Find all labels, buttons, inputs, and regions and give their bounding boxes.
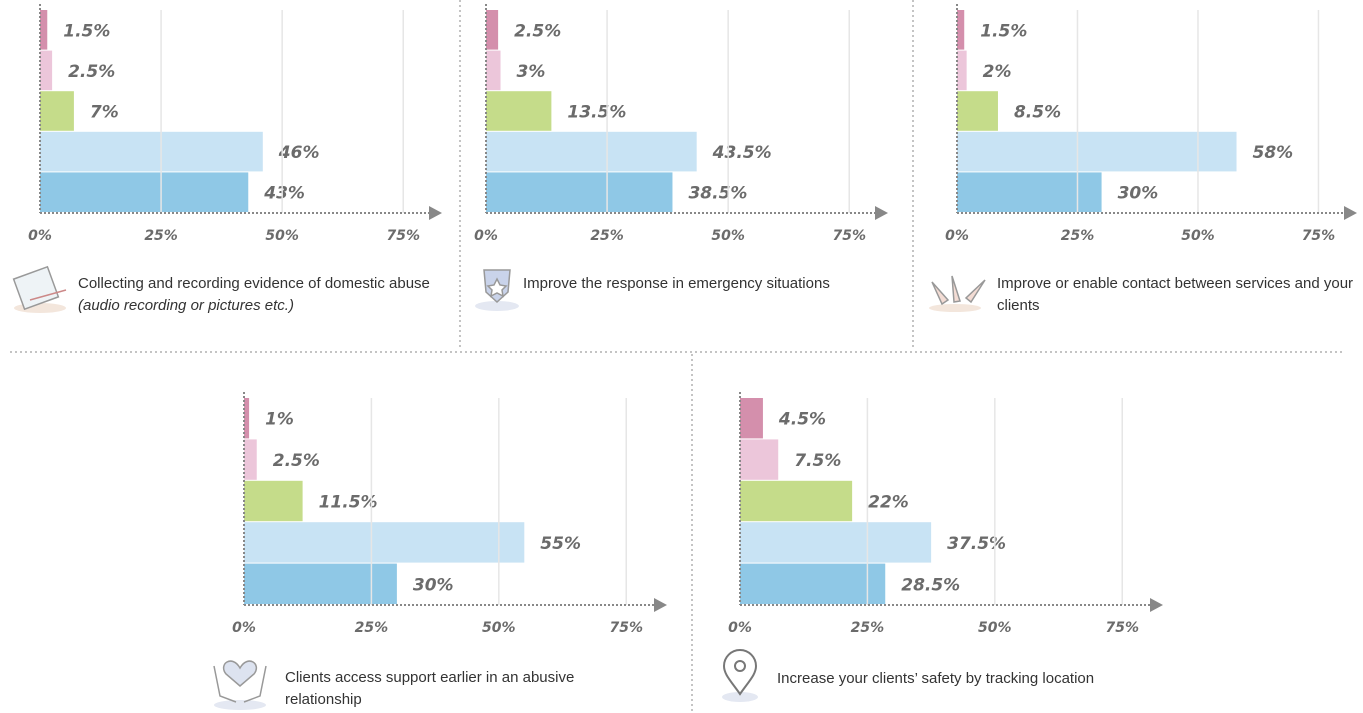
bar (740, 480, 853, 522)
x-tick-label: 75% (1302, 228, 1336, 244)
x-tick-label: 50% (978, 620, 1012, 636)
bar (244, 563, 397, 604)
caption-title: Collecting and recording evidence of dom… (78, 275, 430, 292)
axis-arrow (429, 206, 442, 220)
bar (244, 522, 525, 563)
value-label: 1.5% (980, 21, 1027, 41)
x-tick-label: 75% (1105, 620, 1139, 636)
value-label: 43.5% (712, 143, 772, 163)
x-tick-label: 25% (851, 620, 885, 636)
bar (486, 172, 673, 212)
caption-title: Improve the response in emergency situat… (523, 275, 830, 292)
bar (486, 50, 501, 91)
bar (957, 10, 965, 50)
bar (486, 10, 499, 50)
value-label: 2.5% (273, 451, 320, 471)
value-label: 2.5% (514, 21, 561, 41)
value-label: 4.5% (778, 410, 826, 430)
value-label: 3% (517, 62, 546, 82)
dividers (10, 0, 1345, 713)
icon (722, 649, 758, 702)
x-tick-label: 0% (28, 228, 52, 244)
caption-title: Increase your clients’ safety by trackin… (777, 670, 1095, 687)
bar (957, 91, 998, 131)
caption: Increase your clients’ safety by trackin… (777, 668, 1177, 690)
bar (740, 522, 932, 563)
caption: Collecting and recording evidence of dom… (78, 273, 458, 317)
x-tick-label: 50% (482, 620, 516, 636)
bar (740, 398, 763, 439)
caption: Improve or enable contact between servic… (997, 273, 1359, 317)
caption: Clients access support earlier in an abu… (285, 667, 585, 711)
value-label: 43% (263, 184, 305, 204)
icon (12, 265, 67, 313)
axis-arrow (1150, 598, 1163, 612)
value-label: 8.5% (1014, 103, 1061, 123)
axis-arrow (875, 206, 888, 220)
value-label: 2.5% (68, 62, 115, 82)
value-label: 55% (540, 534, 581, 554)
x-tick-label: 25% (590, 228, 624, 244)
x-tick-label: 0% (728, 620, 752, 636)
axis-arrow (1344, 206, 1357, 220)
caption-note: (audio recording or pictures etc.) (78, 297, 294, 314)
bar (740, 439, 779, 480)
value-label: 13.5% (567, 103, 626, 123)
value-label: 1% (265, 410, 294, 430)
value-label: 38.5% (688, 184, 747, 204)
bar (486, 131, 697, 172)
value-label: 7.5% (794, 451, 841, 471)
value-label: 1.5% (63, 21, 110, 41)
bar (957, 172, 1102, 212)
bar (40, 91, 74, 131)
value-label: 30% (413, 575, 454, 595)
value-label: 58% (1253, 143, 1294, 163)
x-tick-label: 75% (609, 620, 643, 636)
x-tick-label: 50% (1181, 228, 1215, 244)
x-tick-label: 50% (711, 228, 745, 244)
bar (244, 439, 257, 480)
bar (957, 131, 1237, 172)
value-label: 2% (983, 62, 1012, 82)
bar (40, 172, 249, 212)
value-label: 37.5% (947, 534, 1006, 554)
x-tick-label: 75% (386, 228, 420, 244)
axis-arrow (654, 598, 667, 612)
caption: Improve the response in emergency situat… (523, 273, 903, 295)
value-label: 11.5% (319, 493, 378, 513)
x-tick-label: 50% (265, 228, 299, 244)
value-label: 46% (278, 143, 320, 163)
bar (40, 131, 263, 172)
value-label: 22% (868, 493, 909, 513)
x-tick-label: 75% (832, 228, 866, 244)
x-tick-label: 25% (355, 620, 389, 636)
caption-title: Improve or enable contact between servic… (997, 275, 1354, 314)
value-label: 30% (1118, 184, 1159, 204)
bar (244, 480, 303, 522)
x-tick-label: 0% (945, 228, 969, 244)
x-tick-label: 25% (1061, 228, 1095, 244)
bar (740, 563, 886, 604)
icon (475, 269, 519, 311)
x-tick-label: 25% (144, 228, 178, 244)
bar (957, 50, 967, 91)
bar (244, 398, 250, 439)
x-tick-label: 0% (474, 228, 498, 244)
caption-title: Clients access support earlier in an abu… (285, 669, 575, 708)
icon (929, 275, 986, 312)
icon (213, 660, 267, 710)
x-tick-label: 0% (232, 620, 256, 636)
bar (40, 10, 48, 50)
bar (40, 50, 53, 91)
value-label: 28.5% (901, 575, 960, 595)
value-label: 7% (90, 103, 119, 123)
bar (486, 91, 552, 131)
